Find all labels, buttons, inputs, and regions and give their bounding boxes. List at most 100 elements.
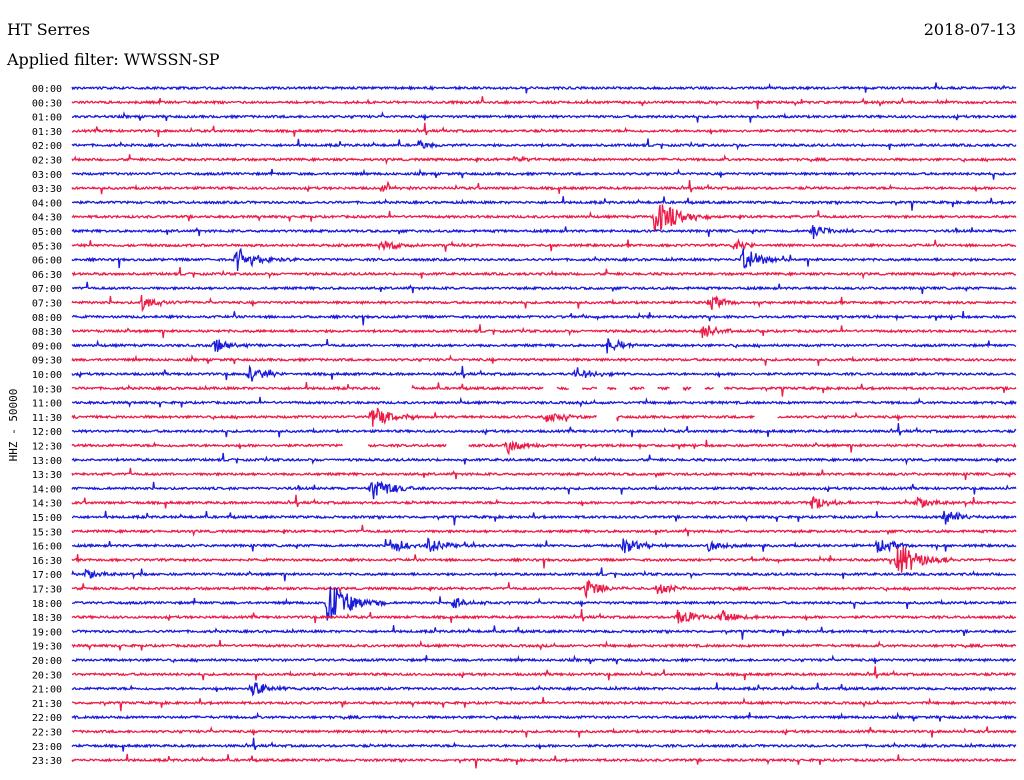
- trace-row: [71, 467, 1017, 480]
- trace-row: [71, 237, 1017, 252]
- time-label: 05:30: [32, 241, 62, 252]
- time-label: 17:00: [32, 570, 62, 581]
- time-label: 18:00: [32, 599, 62, 610]
- trace-row: [71, 510, 1017, 526]
- time-label: 03:30: [32, 184, 62, 195]
- time-label: 19:30: [32, 642, 62, 653]
- station-title: HT Serres: [7, 20, 91, 39]
- y-axis-label: HHZ - 50000: [7, 389, 20, 462]
- time-label: 19:00: [32, 627, 62, 638]
- trace-row: [71, 753, 1017, 769]
- trace-row: [71, 609, 1017, 624]
- time-label: 07:00: [32, 284, 62, 295]
- time-label: 01:00: [32, 113, 62, 124]
- seismic-traces: [71, 82, 1017, 769]
- time-label: 21:30: [32, 699, 62, 710]
- trace-row: [71, 138, 1017, 151]
- time-label: 16:30: [32, 556, 62, 567]
- date-label: 2018-07-13: [923, 20, 1016, 39]
- trace-row: [71, 247, 1017, 272]
- time-label: 02:30: [32, 156, 62, 167]
- time-label: 14:00: [32, 484, 62, 495]
- trace-row: [71, 204, 1017, 232]
- time-label: 10:00: [32, 370, 62, 381]
- trace-row: [71, 122, 1017, 137]
- time-label: 21:00: [32, 685, 62, 696]
- trace-row: [71, 354, 1017, 366]
- time-label: 11:00: [32, 399, 62, 410]
- time-label: 00:30: [32, 98, 62, 109]
- trace-row: [71, 586, 1017, 621]
- trace-row: [71, 96, 1017, 110]
- trace-row: [71, 82, 1017, 94]
- time-label: 09:00: [32, 341, 62, 352]
- trace-row: [71, 281, 1017, 295]
- trace-row: [71, 682, 1017, 697]
- time-label: 08:30: [32, 327, 62, 338]
- time-label: 05:00: [32, 227, 62, 238]
- time-label: 12:00: [32, 427, 62, 438]
- trace-row: [71, 423, 1017, 438]
- time-label: 07:30: [32, 299, 62, 310]
- trace-row: [71, 338, 1017, 354]
- trace-row: [71, 696, 1017, 712]
- trace-row: [71, 579, 1017, 600]
- trace-row: [71, 537, 1017, 554]
- trace-row: [71, 494, 1017, 509]
- trace-row: [71, 625, 1017, 640]
- time-label: 13:00: [32, 456, 62, 467]
- trace-row: [71, 654, 1017, 665]
- trace-row: [71, 364, 1016, 382]
- time-label: 04:30: [32, 213, 62, 224]
- time-label: 22:00: [32, 713, 62, 724]
- time-label: 00:00: [32, 84, 62, 95]
- trace-row: [71, 524, 1017, 538]
- time-label: 13:30: [32, 470, 62, 481]
- trace-row: [71, 294, 1017, 313]
- time-label: 17:30: [32, 585, 62, 596]
- trace-row: [71, 396, 1017, 408]
- trace-row: [71, 225, 1017, 240]
- trace-row: [71, 311, 1017, 326]
- trace-row: [71, 567, 1017, 582]
- filter-label: Applied filter: WWSSN-SP: [7, 50, 220, 69]
- trace-row: [71, 407, 1017, 427]
- trace-row: [71, 725, 1017, 738]
- time-label: 10:30: [32, 384, 62, 395]
- trace-row: [72, 196, 1017, 211]
- time-labels: 00:00 00:30 01:00 01:30 02:00 02:30 03:00 03:30…: [32, 84, 62, 767]
- trace-row: [71, 452, 1017, 466]
- trace-row: [71, 480, 1017, 500]
- time-label: 15:30: [32, 527, 62, 538]
- time-label: 01:30: [32, 127, 62, 138]
- trace-row: [71, 639, 1017, 651]
- time-label: 20:30: [32, 670, 62, 681]
- time-label: 14:30: [32, 499, 62, 510]
- time-label: 04:00: [32, 198, 62, 209]
- time-label: 15:00: [32, 513, 62, 524]
- trace-row: [71, 153, 1017, 166]
- trace-row: [71, 711, 1017, 722]
- time-label: 08:00: [32, 313, 62, 324]
- trace-row: [71, 267, 1017, 280]
- time-label: 23:30: [32, 756, 62, 767]
- trace-row: [71, 324, 1017, 339]
- time-label: 12:30: [32, 442, 62, 453]
- trace-row: [71, 180, 1017, 195]
- time-label: 06:00: [32, 256, 62, 267]
- trace-row: [71, 168, 1017, 180]
- time-label: 11:30: [32, 413, 62, 424]
- trace-row: [71, 666, 1017, 681]
- time-label: 06:30: [32, 270, 62, 281]
- time-label: 16:00: [32, 542, 62, 553]
- trace-row: [71, 737, 1017, 752]
- trace-row: [71, 439, 1017, 456]
- time-label: 20:00: [32, 656, 62, 667]
- time-label: 22:30: [32, 728, 62, 739]
- time-label: 18:30: [32, 613, 62, 624]
- trace-row: [71, 382, 1017, 397]
- time-label: 09:30: [32, 356, 62, 367]
- time-label: 03:00: [32, 170, 62, 181]
- trace-row: [72, 110, 1017, 123]
